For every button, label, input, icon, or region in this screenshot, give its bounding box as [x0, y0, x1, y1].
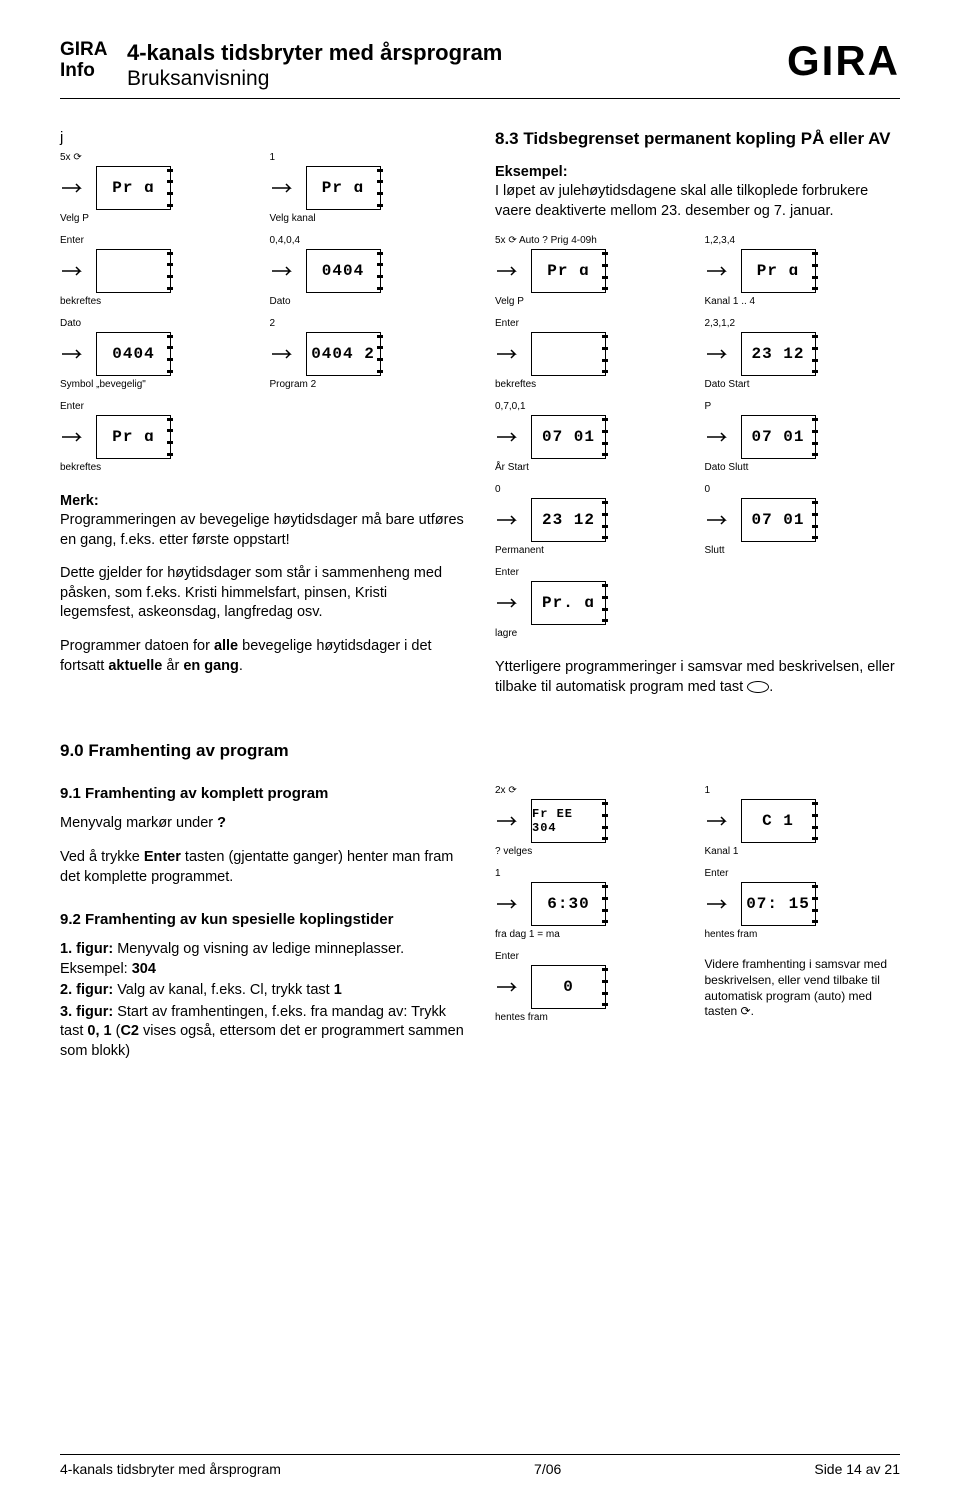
section-9-diagram-grid: 2x ⟳ Fr EE 304 ? velges 1 C 1 Kanal 1 1 … — [495, 785, 900, 1024]
page-footer: 4-kanals tidsbryter med årsprogram 7/06 … — [60, 1454, 900, 1477]
section-83-right: 8.3 Tidsbegrenset permanent kopling PÅ e… — [495, 129, 900, 712]
hand-icon — [270, 262, 300, 280]
section-91-p1: Menyvalg markør under ? — [60, 814, 465, 834]
lcd-unit: 1 Pr ɑ Velg kanal — [270, 152, 466, 225]
lcd-unit: Enter bekreftes — [495, 318, 691, 391]
hand-icon — [60, 345, 90, 363]
auto-note: Videre framhenting i samsvar med beskriv… — [705, 957, 901, 1019]
section-83-heading: 8.3 Tidsbegrenset permanent kopling PÅ e… — [495, 129, 900, 149]
hand-icon — [705, 511, 735, 529]
merk-paragraph: Merk: Programmeringen av bevegelige høyt… — [60, 492, 465, 551]
logo: GIRA — [787, 40, 900, 82]
ytterligere-paragraph: Ytterligere programmeringer i samsvar me… — [495, 658, 900, 697]
lcd-unit: P 07 01 Dato Slutt — [705, 401, 901, 474]
hand-icon — [705, 895, 735, 913]
fig3: 3. figur: Start av framhentingen, f.eks.… — [60, 1003, 465, 1062]
hand-icon — [495, 262, 525, 280]
lcd-unit: Dato 0404 Symbol „bevegelig" — [60, 318, 256, 391]
right-diagram-grid: 5x ⟳ Auto ? Prig 4-09h Pr ɑ Velg P 1,2,3… — [495, 235, 900, 640]
oval-button-icon — [747, 681, 769, 693]
hand-icon — [705, 428, 735, 446]
section-83-row: j 5x ⟳ Pr ɑ Velg P 1 Pr ɑ Velg kanal Ent… — [60, 129, 900, 712]
hand-icon — [705, 262, 735, 280]
section-9-row: 9.1 Framhenting av komplett program Meny… — [60, 785, 900, 1063]
brand-block: GIRA Info — [60, 40, 115, 82]
lcd-unit: 0,7,0,1 07 01 År Start — [495, 401, 691, 474]
merk-p3: Programmer datoen for alle bevegelige hø… — [60, 637, 465, 676]
lcd-unit: Enter Pr. ɑ lagre — [495, 567, 691, 640]
hand-icon — [705, 812, 735, 830]
left-diagram-grid: 5x ⟳ Pr ɑ Velg P 1 Pr ɑ Velg kanal Enter… — [60, 152, 465, 474]
lcd-unit: 0 23 12 Permanent — [495, 484, 691, 557]
lcd-unit: 2x ⟳ Fr EE 304 ? velges — [495, 785, 691, 858]
hand-icon — [495, 345, 525, 363]
lcd-unit: 5x ⟳ Pr ɑ Velg P — [60, 152, 256, 225]
lcd-unit: 1,2,3,4 Pr ɑ Kanal 1 .. 4 — [705, 235, 901, 308]
figure-list: 1. figur: Menyvalg og visning av ledige … — [60, 940, 465, 1061]
example-paragraph: Eksempel: I løpet av julehøytidsdagene s… — [495, 163, 900, 222]
page-header: GIRA Info 4-kanals tidsbryter med årspro… — [60, 40, 900, 99]
hand-icon — [495, 428, 525, 446]
lcd-unit: 1 C 1 Kanal 1 — [705, 785, 901, 858]
hand-icon — [60, 262, 90, 280]
section-9-left: 9.1 Framhenting av komplett program Meny… — [60, 785, 465, 1063]
right-note-cell: Videre framhenting i samsvar med beskriv… — [705, 951, 901, 1024]
lcd-unit: 2 0404 2 Program 2 — [270, 318, 466, 391]
section-90-heading: 9.0 Framhenting av program — [60, 741, 900, 761]
brand-line1: GIRA — [60, 40, 115, 61]
lcd-unit: 0,4,0,4 0404 Dato — [270, 235, 466, 308]
section-83-left: j 5x ⟳ Pr ɑ Velg P 1 Pr ɑ Velg kanal Ent… — [60, 129, 465, 712]
example-label: Eksempel: — [495, 164, 568, 180]
section-92-heading: 9.2 Framhenting av kun spesielle kopling… — [60, 911, 465, 928]
example-body: I løpet av julehøytidsdagene skal alle t… — [495, 183, 868, 219]
footer-center: 7/06 — [534, 1461, 561, 1477]
section-91-p2: Ved å trykke Enter tasten (gjentatte gan… — [60, 848, 465, 887]
hand-icon — [270, 345, 300, 363]
fig2: 2. figur: Valg av kanal, f.eks. Cl, tryk… — [60, 981, 465, 1001]
brand-line2: Info — [60, 61, 115, 82]
merk-label: Merk: — [60, 493, 99, 509]
title-block: 4-kanals tidsbryter med årsprogram Bruks… — [127, 40, 787, 92]
fig1: 1. figur: Menyvalg og visning av ledige … — [60, 940, 465, 979]
hand-icon — [495, 978, 525, 996]
lcd-unit: Enter Pr ɑ bekreftes — [60, 401, 256, 474]
lcd-unit: Enter bekreftes — [60, 235, 256, 308]
hand-icon — [705, 345, 735, 363]
footer-left: 4-kanals tidsbryter med årsprogram — [60, 1461, 281, 1477]
hand-icon — [270, 179, 300, 197]
hand-icon — [495, 594, 525, 612]
hand-icon — [60, 428, 90, 446]
hand-icon — [495, 895, 525, 913]
lcd-unit: 0 07 01 Slutt — [705, 484, 901, 557]
page-subtitle: Bruksanvisning — [127, 66, 787, 91]
merk-p1: Programmeringen av bevegelige høytidsdag… — [60, 512, 464, 548]
hand-icon — [60, 179, 90, 197]
lcd-unit: Enter 0 hentes fram — [495, 951, 691, 1024]
section-9-right: 2x ⟳ Fr EE 304 ? velges 1 C 1 Kanal 1 1 … — [495, 785, 900, 1063]
lcd-unit: 2,3,1,2 23 12 Dato Start — [705, 318, 901, 391]
page-title: 4-kanals tidsbryter med årsprogram — [127, 40, 787, 66]
lcd-unit: 5x ⟳ Auto ? Prig 4-09h Pr ɑ Velg P — [495, 235, 691, 308]
lcd-unit: Enter 07: 15 hentes fram — [705, 868, 901, 941]
marginal-j: j — [60, 129, 465, 146]
footer-right: Side 14 av 21 — [814, 1461, 900, 1477]
merk-p2: Dette gjelder for høytidsdager som står … — [60, 564, 465, 623]
section-91-heading: 9.1 Framhenting av komplett program — [60, 785, 465, 802]
lcd-unit: 1 6:30 fra dag 1 = ma — [495, 868, 691, 941]
hand-icon — [495, 511, 525, 529]
hand-icon — [495, 812, 525, 830]
